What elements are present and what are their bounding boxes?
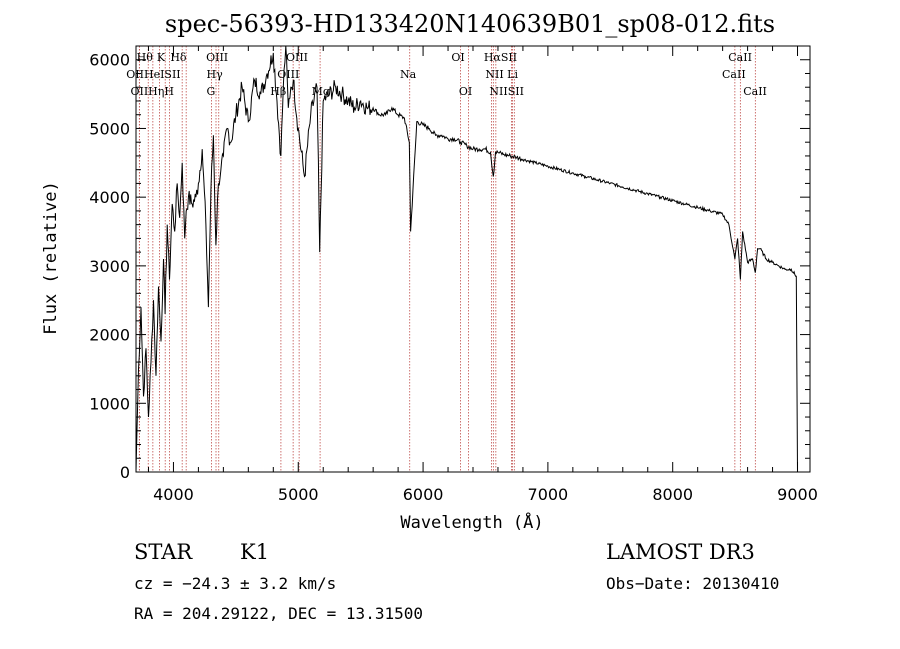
object-class: STAR xyxy=(134,540,193,564)
line-label: CaII xyxy=(722,68,746,81)
line-label: K xyxy=(157,51,166,64)
redshift-cz: cz = −24.3 ± 3.2 km/s xyxy=(134,574,337,593)
line-label: Hθ xyxy=(137,51,154,64)
y-tick-label: 5000 xyxy=(89,119,130,138)
line-label: OI xyxy=(459,85,472,98)
chart-title: spec-56393-HD133420N140639B01_sp08-012.f… xyxy=(165,10,775,38)
x-tick-label: 7000 xyxy=(528,485,569,504)
x-tick-label: 9000 xyxy=(777,485,818,504)
line-label: CaII xyxy=(728,51,752,64)
y-tick-label: 4000 xyxy=(89,188,130,207)
y-tick-label: 2000 xyxy=(89,326,130,345)
line-label: OIII xyxy=(286,51,308,64)
x-tick-label: 6000 xyxy=(403,485,444,504)
line-label: CaII xyxy=(743,85,767,98)
line-label: Na xyxy=(400,68,417,81)
y-axis-label: Flux (relative) xyxy=(41,181,61,335)
coordinates: RA = 204.29122, DEC = 13.31500 xyxy=(134,604,423,623)
line-label: NIISII xyxy=(489,85,524,98)
line-label: HαSII xyxy=(484,51,517,64)
spectral-line-markers xyxy=(138,46,756,472)
x-tick-label: 4000 xyxy=(153,485,194,504)
line-label: NII Li xyxy=(485,68,518,81)
line-label: Hδ xyxy=(170,51,187,64)
y-tick-label: 1000 xyxy=(89,394,130,413)
x-axis-label: Wavelength (Å) xyxy=(400,511,543,533)
spectral-line-labels: Hθ K Hδ OIII OIII OI HαSII CaII OIIHeISII Hγ OIII N… xyxy=(126,51,767,98)
line-label: OIII xyxy=(277,68,299,81)
line-label: Hβ xyxy=(270,85,286,98)
line-label: OI xyxy=(451,51,464,64)
line-label: OIIHηH xyxy=(130,85,173,98)
x-axis-ticks: 4000 5000 6000 7000 8000 9000 xyxy=(147,46,818,504)
survey-name: LAMOST DR3 xyxy=(606,540,755,564)
x-tick-label: 8000 xyxy=(652,485,693,504)
line-label: Mg xyxy=(312,85,330,98)
object-subclass: K1 xyxy=(240,540,270,564)
y-axis-ticks: 0 1000 2000 3000 4000 5000 6000 xyxy=(89,51,810,482)
y-tick-label: 6000 xyxy=(89,51,130,70)
line-label: OIII xyxy=(206,51,228,64)
y-tick-label: 3000 xyxy=(89,257,130,276)
y-tick-label: 0 xyxy=(120,463,130,482)
x-tick-label: 5000 xyxy=(278,485,319,504)
line-label: G xyxy=(206,85,215,98)
line-label: OIIHeISII xyxy=(126,68,180,81)
line-label: Hγ xyxy=(207,68,224,81)
observation-date: Obs−Date: 20130410 xyxy=(606,574,780,593)
spectrum-line xyxy=(135,45,798,473)
